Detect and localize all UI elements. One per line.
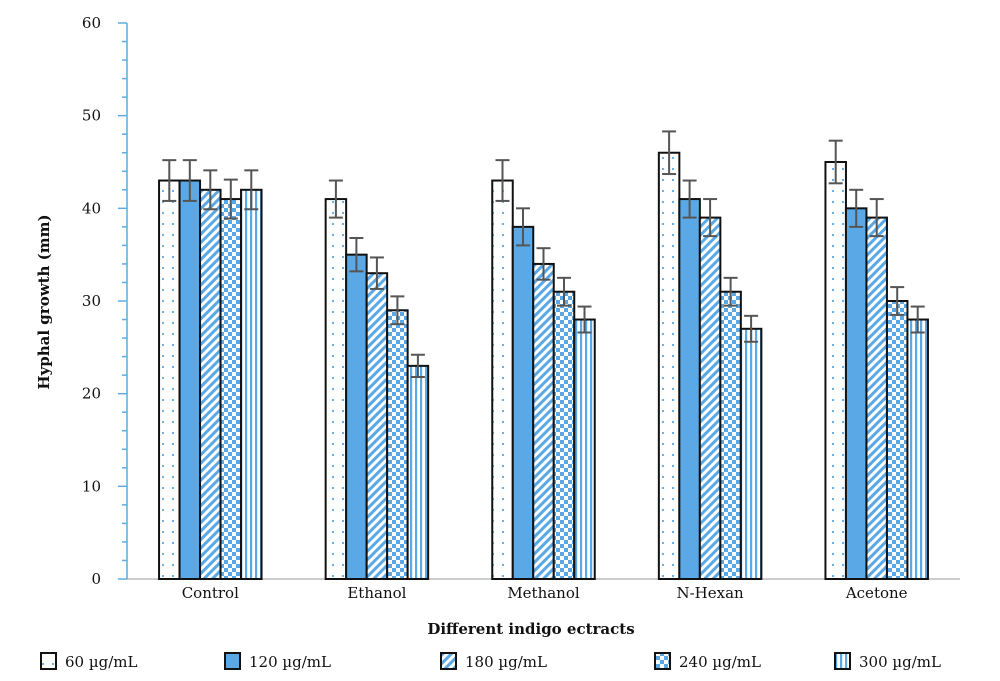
- y-tick-label: 30: [82, 292, 101, 310]
- legend-label: 60 µg/mL: [65, 653, 137, 671]
- bar: [824, 161, 847, 580]
- y-axis: 0 10 20 30 40 50 60: [82, 14, 128, 588]
- bar: [552, 290, 576, 580]
- bar: [885, 300, 909, 580]
- bars: [158, 151, 929, 581]
- bar: [739, 327, 763, 580]
- bar: [365, 272, 389, 580]
- legend-swatch: [440, 652, 457, 670]
- y-axis-title: Hyphal growth (mm): [35, 214, 53, 389]
- x-axis-title: Different indigo ectracts: [427, 620, 634, 638]
- bar: [199, 188, 222, 581]
- error-bars: [162, 130, 925, 378]
- legend-swatch: [834, 652, 851, 670]
- y-tick-label: 50: [82, 107, 101, 125]
- x-tick-label: Control: [182, 584, 239, 602]
- y-tick-label: 10: [82, 477, 101, 495]
- bar: [698, 216, 722, 580]
- bar: [678, 198, 701, 580]
- bar: [345, 253, 368, 581]
- bar: [219, 198, 243, 580]
- bar: [844, 207, 868, 580]
- x-axis: Control Ethanol Methanol N-Hexan Acetone: [127, 578, 960, 602]
- bar: [532, 262, 555, 580]
- bar: [324, 198, 348, 580]
- bar: [491, 179, 514, 581]
- legend-label: 120 µg/mL: [249, 653, 331, 671]
- legend-label: 240 µg/mL: [679, 653, 761, 671]
- legend-label: 180 µg/mL: [465, 653, 547, 671]
- legend: 60 µg/mL 120 µg/mL 180 µg/mL 240 µg/mL 300 µ…: [40, 652, 941, 671]
- x-tick-label: Ethanol: [347, 584, 406, 602]
- bar: [719, 290, 742, 580]
- legend-swatch: [224, 652, 241, 670]
- legend-label: 300 µg/mL: [859, 653, 941, 671]
- bar: [240, 188, 263, 581]
- bar: [158, 179, 181, 581]
- bar: [178, 179, 202, 581]
- x-tick-label: Methanol: [507, 584, 580, 602]
- bar: [865, 216, 888, 580]
- bar: [406, 364, 430, 580]
- legend-swatch: [654, 652, 671, 670]
- y-tick-label: 20: [82, 385, 101, 403]
- bar: [573, 318, 596, 580]
- bar: [657, 151, 681, 580]
- x-tick-label: N-Hexan: [676, 584, 744, 602]
- x-tick-label: Acetone: [845, 584, 908, 602]
- bar: [386, 309, 409, 580]
- y-tick-label: 40: [82, 199, 101, 217]
- bar: [511, 225, 535, 580]
- y-tick-label: 60: [82, 14, 101, 32]
- legend-swatch: [40, 652, 57, 670]
- bar: [906, 318, 929, 580]
- y-tick-label: 0: [91, 570, 101, 588]
